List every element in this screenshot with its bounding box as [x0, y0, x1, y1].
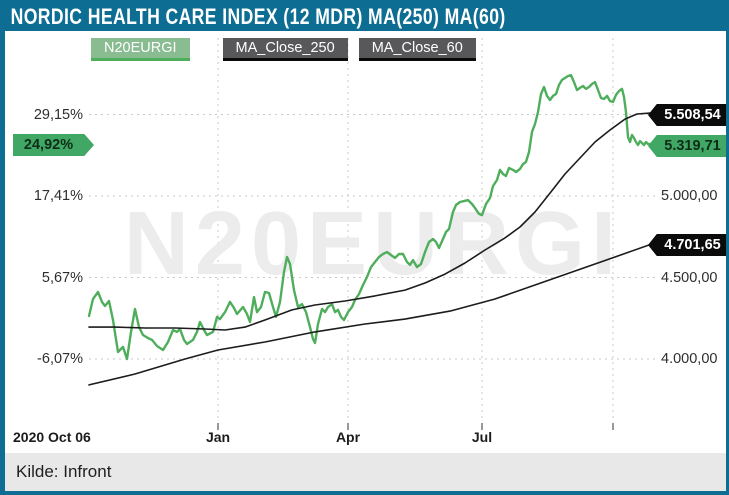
- legend: N20EURGI MA_Close_250 MA_Close_60: [91, 38, 487, 61]
- series-line-MA_Close_250: [88, 243, 651, 386]
- legend-item-ma-close-250[interactable]: MA_Close_250: [222, 38, 348, 61]
- x-tick-label-jan: Jan: [205, 429, 231, 445]
- y-left-label-neg6: -6,07%: [37, 351, 83, 367]
- current-pct-badge: 24,92%: [13, 134, 94, 156]
- y-left-label-5: 5,67%: [41, 270, 83, 286]
- source-footer: Kilde: Infront: [5, 453, 726, 491]
- y-left-label-17: 17,41%: [33, 188, 83, 204]
- x-start-label: 2020 Oct 06: [13, 429, 91, 445]
- y-left-label-29: 29,15%: [33, 107, 83, 123]
- y-right-label-4500: 4.500,00: [661, 270, 718, 286]
- ma250-value-badge: 4.701,65: [648, 234, 726, 256]
- price-value-badge: 5.319,71: [648, 135, 726, 157]
- title-bar: NORDIC HEALTH CARE INDEX (12 MDR) MA(250…: [5, 2, 726, 31]
- x-tick-label-jul: Jul: [471, 429, 493, 445]
- x-tick-label-apr: Apr: [335, 429, 361, 445]
- series-line-MA_Close_60: [88, 112, 651, 331]
- ma60-value-badge: 5.508,54: [648, 104, 726, 126]
- legend-item-ma-close-60[interactable]: MA_Close_60: [358, 38, 476, 61]
- watermark-text: N20EURGI: [124, 194, 622, 294]
- legend-item-n20eurgi[interactable]: N20EURGI: [91, 38, 190, 61]
- chart-title: NORDIC HEALTH CARE INDEX (12 MDR) MA(250…: [10, 4, 506, 29]
- source-label: Kilde: Infront: [16, 462, 112, 481]
- y-right-label-5000: 5.000,00: [661, 188, 718, 204]
- y-right-label-4000: 4.000,00: [661, 351, 718, 367]
- plot-area[interactable]: N20EURGI: [5, 2, 729, 495]
